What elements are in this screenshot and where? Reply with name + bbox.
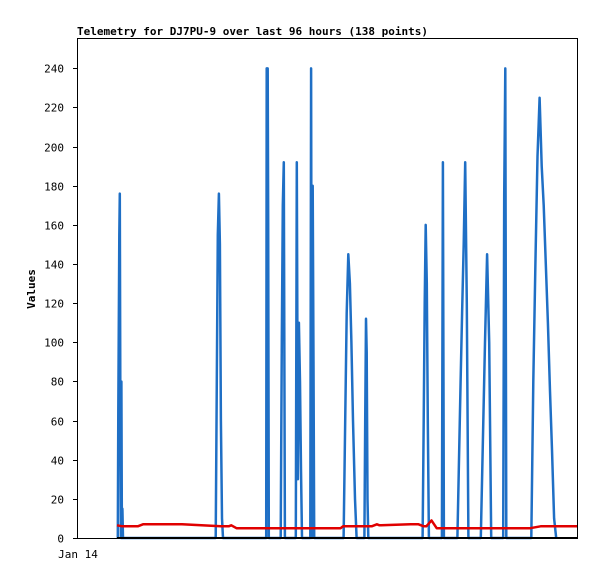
y-tick-label: 160 bbox=[44, 220, 64, 233]
x-tick-label: Jan 14 bbox=[58, 548, 98, 561]
plot-frame bbox=[77, 38, 578, 539]
y-tick-label: 180 bbox=[44, 181, 64, 194]
y-tick-label: 40 bbox=[51, 455, 64, 468]
x-axis: Jan 14 bbox=[58, 548, 98, 561]
y-tick-label: 220 bbox=[44, 102, 64, 115]
y-tick-label: 60 bbox=[51, 416, 64, 429]
y-tick-label: 80 bbox=[51, 376, 64, 389]
y-tick-label: 120 bbox=[44, 298, 64, 311]
y-tick-label: 140 bbox=[44, 259, 64, 272]
y-axis: 0 20 40 60 80 100 120 140 160 180 200 220 240 bbox=[44, 63, 78, 546]
y-tick-label: 0 bbox=[57, 533, 64, 546]
series-layer bbox=[116, 67, 577, 540]
series-line-2 bbox=[116, 519, 577, 530]
y-axis-title: Values bbox=[25, 269, 38, 309]
chart-title: Telemetry for DJ7PU-9 over last 96 hours… bbox=[77, 25, 428, 38]
y-tick-label: 240 bbox=[44, 63, 64, 76]
y-tick-label: 100 bbox=[44, 337, 64, 350]
y-tick-label: 20 bbox=[51, 494, 64, 507]
y-tick-label: 200 bbox=[44, 142, 64, 155]
